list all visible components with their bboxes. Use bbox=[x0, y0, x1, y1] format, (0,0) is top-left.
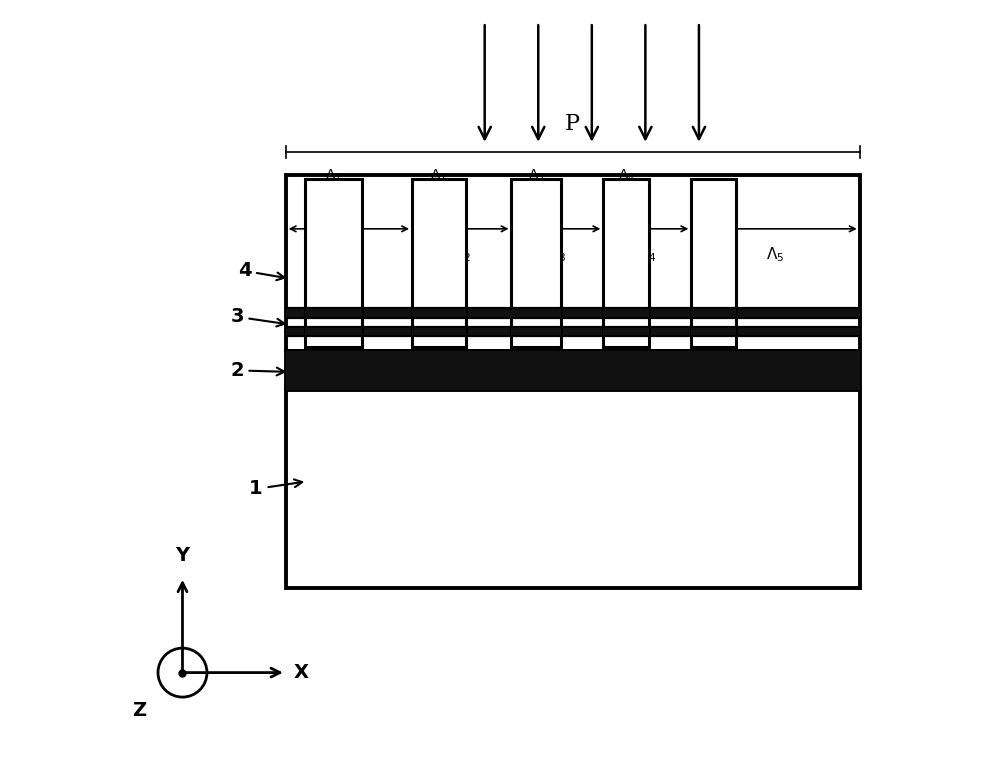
Text: $\Lambda_1$: $\Lambda_1$ bbox=[340, 245, 358, 264]
Bar bbox=[286, 326, 860, 336]
Text: 3: 3 bbox=[230, 307, 285, 326]
Text: Z: Z bbox=[132, 701, 147, 720]
Bar bbox=[691, 326, 736, 336]
Bar bbox=[305, 179, 362, 347]
Text: 1: 1 bbox=[249, 479, 302, 499]
Bar bbox=[511, 326, 561, 336]
Bar bbox=[511, 308, 561, 318]
Text: $\Lambda_5$: $\Lambda_5$ bbox=[766, 245, 785, 264]
Bar bbox=[286, 351, 860, 390]
Bar bbox=[603, 308, 649, 318]
Bar bbox=[691, 308, 736, 318]
Text: X: X bbox=[293, 663, 308, 682]
Bar bbox=[412, 326, 466, 336]
Bar bbox=[603, 179, 649, 347]
Text: Y: Y bbox=[175, 547, 190, 566]
Bar bbox=[305, 308, 362, 318]
Bar bbox=[412, 308, 466, 318]
Text: $\Delta_4$: $\Delta_4$ bbox=[618, 168, 635, 185]
Text: $\Lambda_2$: $\Lambda_2$ bbox=[453, 245, 471, 264]
Text: P: P bbox=[565, 114, 580, 136]
Bar bbox=[286, 351, 860, 390]
Bar bbox=[691, 179, 736, 347]
Bar bbox=[286, 390, 860, 588]
Bar bbox=[603, 326, 649, 336]
Bar bbox=[412, 179, 466, 347]
Bar bbox=[286, 175, 860, 351]
Text: 2: 2 bbox=[230, 361, 284, 380]
Bar bbox=[286, 308, 860, 318]
Text: $\Lambda_4$: $\Lambda_4$ bbox=[638, 245, 657, 264]
Text: $\Delta_1$: $\Delta_1$ bbox=[325, 168, 342, 185]
Text: $\Delta_3$: $\Delta_3$ bbox=[528, 168, 545, 185]
Text: $\Lambda_3$: $\Lambda_3$ bbox=[548, 245, 567, 264]
Text: $\Delta_2$: $\Delta_2$ bbox=[430, 168, 447, 185]
Text: 4: 4 bbox=[238, 262, 285, 280]
Bar bbox=[305, 326, 362, 336]
Bar bbox=[511, 179, 561, 347]
